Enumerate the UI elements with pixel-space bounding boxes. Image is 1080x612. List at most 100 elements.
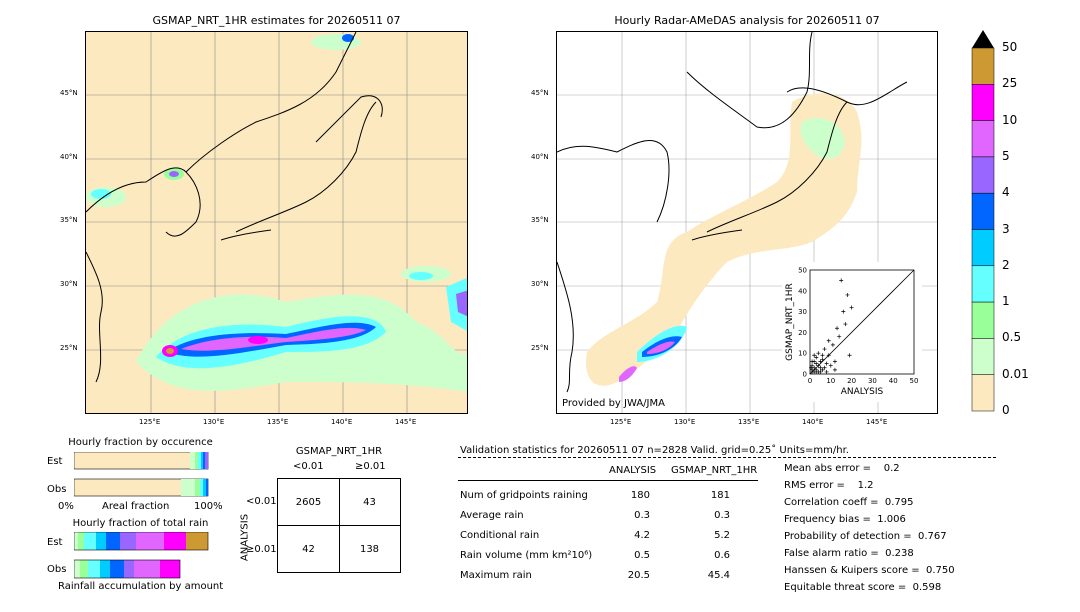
x-tick-label: 0	[808, 377, 812, 385]
validation-rule	[458, 480, 758, 481]
validation-dash	[458, 457, 996, 458]
stat-gsmap-1: 0.3	[714, 510, 730, 521]
right-map-title: Hourly Radar-AMeDAS analysis for 2026051…	[614, 14, 880, 27]
occurrence-obs-label: Obs	[47, 484, 67, 495]
scatter-point	[812, 353, 817, 358]
contingency-row-2: ≥0.01	[246, 544, 277, 555]
total-rain-title: Hourly fraction of total rain	[72, 518, 209, 529]
colorbar-label: 10	[1002, 112, 1018, 127]
total-rain-bars	[74, 532, 209, 579]
lat-label-45: 45°N	[531, 89, 549, 97]
total-rain-obs-label: Obs	[47, 564, 67, 575]
colorbar-label: 2	[1002, 257, 1010, 272]
scatter-point	[820, 357, 825, 362]
y-tick-label: 10	[798, 350, 807, 358]
y-tick-label: 50	[798, 267, 807, 275]
colorbar-band	[971, 265, 995, 303]
lon-label-130: 130°E	[674, 418, 696, 426]
lon-label-140: 140°E	[331, 418, 353, 426]
scatter-point	[809, 365, 814, 370]
colorbar-band	[971, 301, 995, 339]
one-to-one-line	[809, 269, 915, 375]
scatter-point	[843, 322, 848, 327]
colorbar-band	[971, 229, 995, 267]
occurrence-title: Hourly fraction by occurence	[68, 437, 213, 448]
contingency-cell-00: 2605	[295, 497, 322, 508]
score-7: Equitable threat score = 0.598	[784, 582, 942, 593]
scatter-point	[816, 351, 821, 356]
lat-label-25: 25°N	[60, 344, 78, 352]
lat-label-40: 40°N	[60, 153, 78, 161]
colorbar-band	[971, 84, 995, 121]
stat-label-4: Maximum rain	[460, 570, 532, 581]
scatter-point	[820, 353, 825, 358]
stat-analysis-2: 4.2	[634, 530, 650, 541]
scatter-point	[810, 363, 815, 368]
lat-label-45: 45°N	[60, 89, 78, 97]
score-0: Mean abs error = 0.2	[784, 463, 900, 474]
colorbar-label: 0.01	[1002, 366, 1029, 381]
stat-label-0: Num of gridpoints raining	[460, 490, 588, 501]
scatter-point	[814, 369, 819, 374]
scatter-point	[832, 367, 837, 372]
lon-label-135: 135°E	[738, 418, 760, 426]
contingency-cell-11: 138	[359, 544, 380, 555]
lon-label-145: 145°E	[395, 418, 417, 426]
lat-label-35: 35°N	[60, 216, 78, 224]
occurrence-axis-left: 0%	[58, 501, 74, 512]
colorbar-label: 50	[1002, 40, 1018, 54]
left-map-graphics	[86, 32, 467, 413]
stat-gsmap-0: 181	[710, 490, 730, 501]
left-map-title: GSMAP_NRT_1HR estimates for 20260511 07	[152, 14, 401, 27]
lon-label-145: 145°E	[866, 418, 888, 426]
contingency-cell-01: 43	[363, 497, 376, 508]
contingency-cell-10: 42	[302, 544, 315, 555]
score-4: Probability of detection = 0.767	[784, 531, 947, 542]
scatter-point	[822, 365, 827, 370]
scatter-point	[826, 353, 831, 358]
scatter-point	[841, 309, 846, 314]
stat-analysis-4: 20.5	[627, 570, 650, 581]
y-tick-label: 0	[803, 371, 807, 379]
total-rain-est-label: Est	[47, 537, 63, 548]
x-tick-label: 20	[847, 377, 856, 385]
stat-label-1: Average rain	[460, 510, 524, 521]
colorbar-label: 5	[1002, 148, 1010, 163]
scatter-point	[849, 305, 854, 310]
scatter-point	[818, 359, 823, 364]
colorbar-band	[971, 156, 995, 194]
occurrence-est-label: Est	[47, 456, 63, 467]
lat-label-30: 30°N	[60, 280, 78, 288]
colorbar-extend-arrow	[972, 30, 994, 48]
x-tick-label: 10	[826, 377, 835, 385]
contingency-table: 2605 43 42 138	[277, 478, 401, 573]
scatter-point	[824, 361, 829, 366]
validation-col-analysis: ANALYSIS	[609, 465, 657, 476]
scatter-point	[820, 367, 825, 372]
scatter-point	[818, 365, 823, 370]
stat-gsmap-4: 45.4	[707, 570, 730, 581]
colorbar-band	[971, 338, 995, 375]
scatter-point	[814, 361, 819, 366]
colorbar-label: 0	[1002, 403, 1010, 417]
contingency-col-2: ≥0.01	[355, 461, 386, 472]
lat-label-40: 40°N	[531, 153, 549, 161]
scatter-point	[818, 369, 823, 374]
scatter-point	[822, 347, 827, 352]
colorbar-band	[971, 192, 995, 230]
occurrence-axis-right: 100%	[194, 501, 223, 512]
lon-label-140: 140°E	[802, 418, 824, 426]
lat-label-25: 25°N	[531, 344, 549, 352]
validation-header: Validation statistics for 20260511 07 n=…	[460, 445, 849, 456]
y-tick-label: 30	[798, 308, 807, 316]
contingency-row-1: <0.01	[246, 496, 277, 507]
scatter-point	[839, 278, 844, 283]
scatter-point	[810, 367, 815, 372]
x-tick-label: 40	[889, 377, 898, 385]
contingency-hline	[278, 525, 400, 526]
stat-analysis-0: 180	[630, 490, 650, 501]
colorbar	[971, 30, 995, 412]
colorbar-labels: 50 25 10 5 4 3 2 1 0.5 0.01 0	[1000, 0, 1040, 430]
contingency-col-1: <0.01	[293, 461, 324, 472]
colorbar-label: 3	[1002, 221, 1010, 236]
